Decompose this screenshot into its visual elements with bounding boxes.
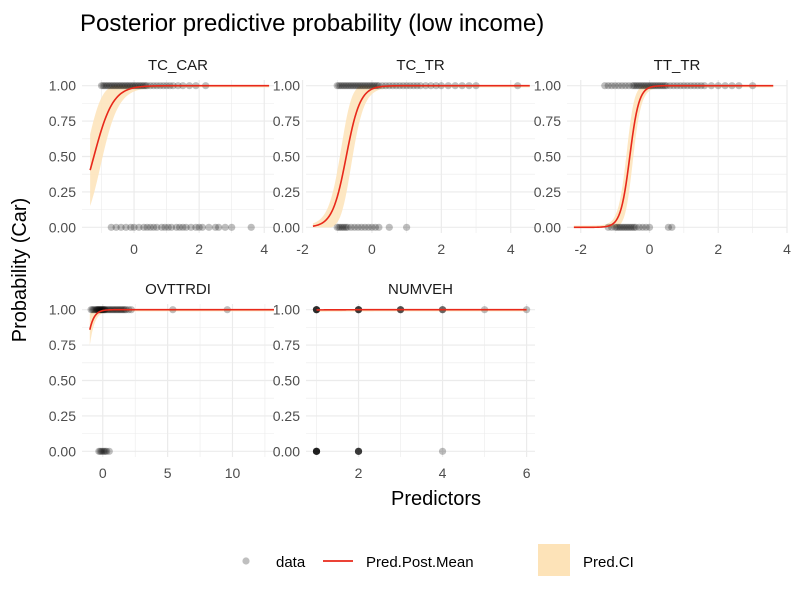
data-point xyxy=(403,224,410,231)
y-tick-label: 0.50 xyxy=(49,373,76,389)
panel-tt-tr: TT_TR 0.00 0.25 0.50 0.75 1.00 -2 0 2 4 xyxy=(534,57,791,257)
panel-title: NUMVEH xyxy=(388,281,453,298)
y-tick-label: 0.50 xyxy=(49,149,76,165)
x-tick-label: 10 xyxy=(225,465,241,481)
y-tick-label: 0.50 xyxy=(273,373,300,389)
panel-title: TT_TR xyxy=(654,57,701,74)
chart-title: Posterior predictive probability (low in… xyxy=(80,10,544,37)
x-tick-label: 0 xyxy=(368,241,376,257)
data-point xyxy=(205,224,212,231)
x-tick-label: 0 xyxy=(646,241,654,257)
x-tick-label: 2 xyxy=(355,465,363,481)
y-tick-label: 1.00 xyxy=(49,302,76,318)
y-tick-label: 0.50 xyxy=(534,149,561,165)
x-tick-label: 4 xyxy=(439,465,447,481)
data-point xyxy=(439,448,446,455)
y-tick-label: 0.00 xyxy=(273,443,300,459)
x-tick-label: -2 xyxy=(575,241,588,257)
y-tick-label: 1.00 xyxy=(49,78,76,94)
x-tick-label: -2 xyxy=(296,241,309,257)
mean-line xyxy=(90,86,269,170)
y-tick-label: 0.25 xyxy=(534,184,561,200)
y-tick-label: 0.00 xyxy=(49,443,76,459)
panel-numveh: NUMVEH 0.00 0.25 0.50 0.75 1.00 2 4 6 xyxy=(273,281,535,481)
data-point xyxy=(386,224,393,231)
data-point xyxy=(375,224,382,231)
y-tick-label: 0.25 xyxy=(273,184,300,200)
x-tick-label: 4 xyxy=(783,241,791,257)
legend-key-data xyxy=(242,557,249,564)
data-point xyxy=(355,448,362,455)
legend-label-mean: Pred.Post.Mean xyxy=(366,554,474,571)
y-tick-label: 1.00 xyxy=(534,78,561,94)
y-tick-label: 0.50 xyxy=(273,149,300,165)
x-tick-label: 2 xyxy=(714,241,722,257)
data-point xyxy=(199,224,206,231)
y-tick-label: 1.00 xyxy=(273,78,300,94)
facet-panels: TC_CAR 0.00 0.25 0.50 0.75 1.00 0 2 4 TC_TR 0.00 0.… xyxy=(49,57,791,481)
x-tick-label: 4 xyxy=(507,241,515,257)
x-tick-label: 5 xyxy=(164,465,172,481)
y-tick-label: 0.75 xyxy=(49,113,76,129)
y-tick-label: 1.00 xyxy=(273,302,300,318)
legend: data Pred.Post.Mean Pred.CI xyxy=(242,544,633,576)
panel-title: TC_CAR xyxy=(148,57,208,74)
y-tick-label: 0.00 xyxy=(534,219,561,235)
y-tick-label: 0.25 xyxy=(49,184,76,200)
data-point xyxy=(248,224,255,231)
y-axis-label: Probability (Car) xyxy=(9,198,31,342)
y-tick-label: 0.75 xyxy=(273,113,300,129)
y-tick-label: 0.00 xyxy=(273,219,300,235)
legend-label-data: data xyxy=(276,554,306,571)
legend-key-ci xyxy=(538,544,570,576)
x-tick-label: 4 xyxy=(260,241,268,257)
panel-title: OVTTRDI xyxy=(145,281,211,298)
data-point xyxy=(228,224,235,231)
y-tick-label: 0.25 xyxy=(273,408,300,424)
data-point xyxy=(668,224,675,231)
x-tick-label: 2 xyxy=(437,241,445,257)
y-tick-label: 0.75 xyxy=(49,337,76,353)
data-point xyxy=(646,224,653,231)
x-tick-label: 0 xyxy=(130,241,138,257)
y-tick-label: 0.75 xyxy=(534,113,561,129)
data-point xyxy=(215,224,222,231)
ci-ribbon xyxy=(90,86,269,206)
panel-ovttrdi: OVTTRDI 0.00 0.25 0.50 0.75 1.00 0 5 10 xyxy=(49,281,274,481)
y-tick-label: 0.25 xyxy=(49,408,76,424)
y-tick-label: 0.00 xyxy=(49,219,76,235)
data-point xyxy=(313,448,320,455)
legend-label-ci: Pred.CI xyxy=(583,554,634,571)
data-point xyxy=(222,224,229,231)
panel-tc-car: TC_CAR 0.00 0.25 0.50 0.75 1.00 0 2 4 xyxy=(49,57,274,257)
panel-tc-tr: TC_TR 0.00 0.25 0.50 0.75 1.00 -2 0 2 4 xyxy=(273,57,535,257)
y-tick-label: 0.75 xyxy=(273,337,300,353)
x-tick-label: 0 xyxy=(99,465,107,481)
data-point xyxy=(106,448,113,455)
panel-title: TC_TR xyxy=(396,57,445,74)
x-tick-label: 2 xyxy=(195,241,203,257)
x-axis-label: Predictors xyxy=(391,488,481,510)
x-tick-label: 6 xyxy=(523,465,531,481)
